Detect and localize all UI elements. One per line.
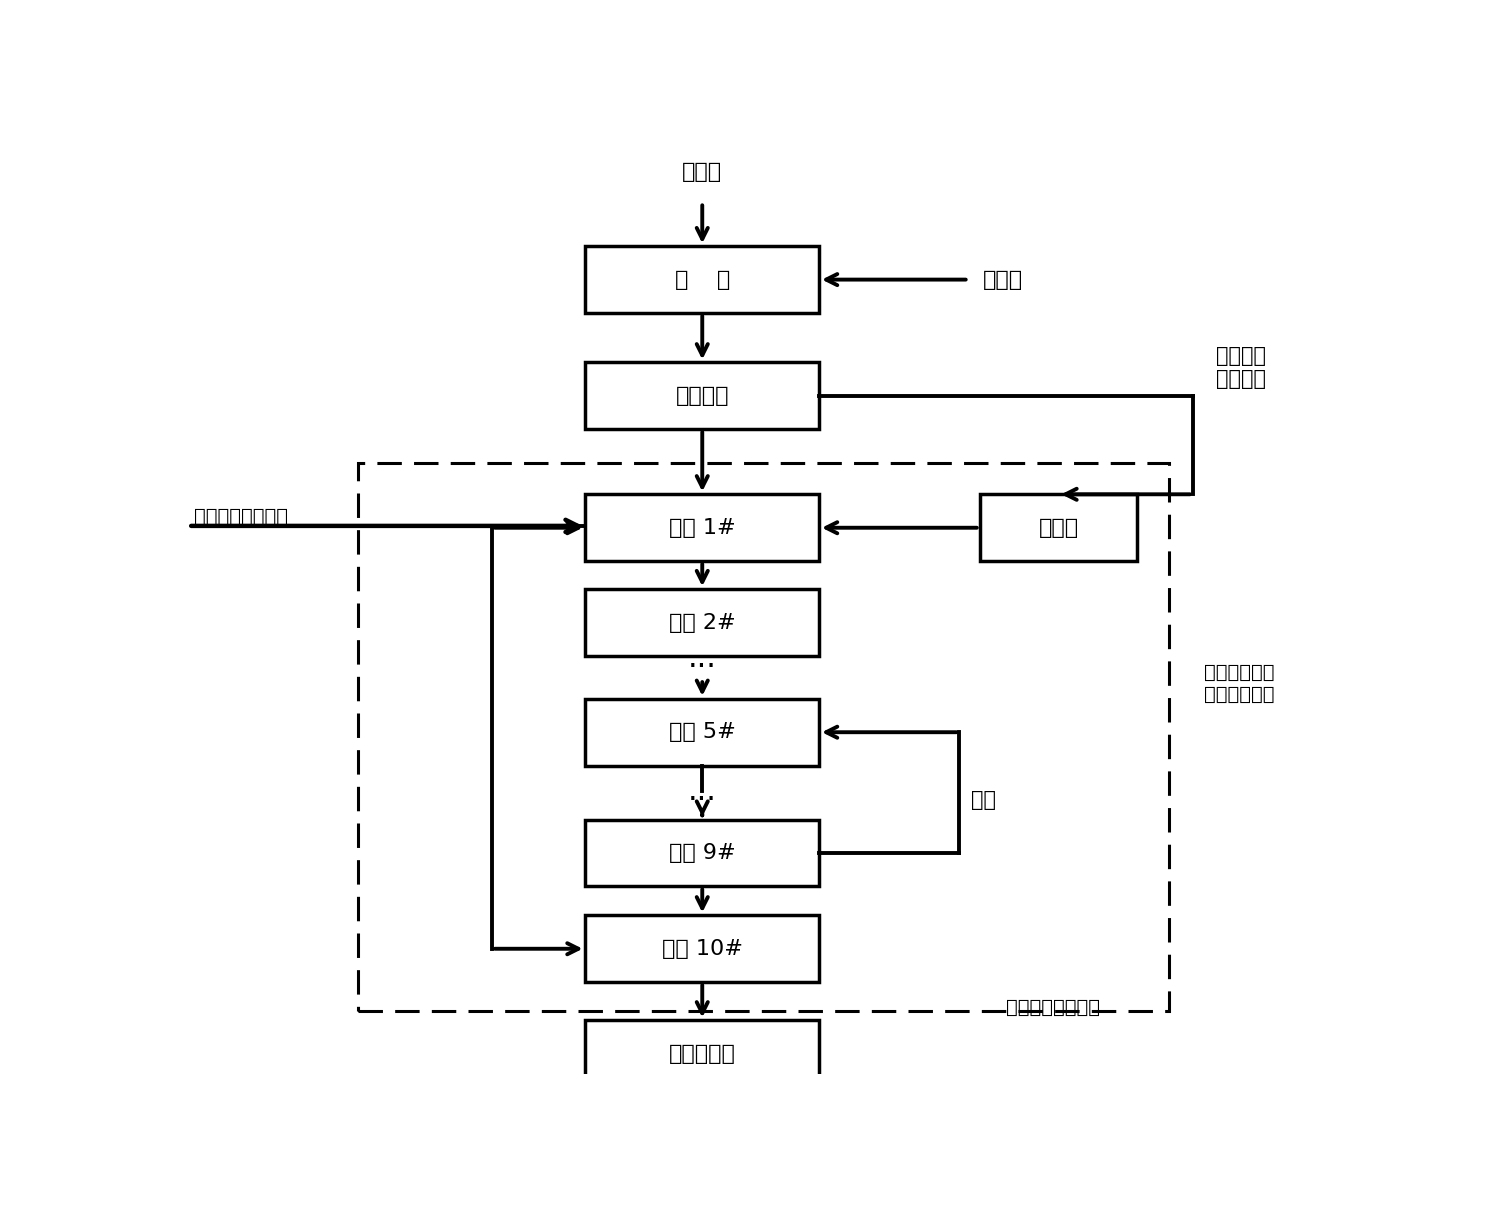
Text: 玉米粉: 玉米粉: [683, 162, 722, 182]
Text: 开启输送设备
调返流和流量: 开启输送设备 调返流和流量: [1204, 664, 1275, 705]
Text: 发酵 9#: 发酵 9#: [669, 842, 735, 863]
Text: 发酵 2#: 发酵 2#: [669, 612, 735, 632]
Bar: [585, 699, 820, 765]
Bar: [357, 462, 1169, 1011]
Text: 无菌空气
一级种子: 无菌空气 一级种子: [1216, 346, 1266, 390]
Bar: [585, 589, 820, 657]
Bar: [585, 362, 820, 430]
Text: 调    浆: 调 浆: [675, 269, 729, 290]
Bar: [585, 820, 820, 886]
Bar: [585, 246, 820, 313]
Text: 喷射液化: 喷射液化: [675, 386, 729, 406]
Text: 氧化钙: 氧化钙: [983, 269, 1023, 290]
Bar: [980, 495, 1138, 561]
Text: 发酵 1#: 发酵 1#: [669, 518, 735, 538]
Text: ···: ···: [687, 653, 717, 682]
Text: 发酵 5#: 发酵 5#: [669, 722, 735, 742]
Text: 无菌空气、消泡剂: 无菌空气、消泡剂: [194, 507, 288, 526]
Text: 发酵 10#: 发酵 10#: [662, 939, 743, 958]
Text: 连续循环发酵过程: 连续循环发酵过程: [1007, 998, 1100, 1016]
Text: 去提取处理: 去提取处理: [669, 1044, 735, 1063]
Bar: [585, 915, 820, 982]
Bar: [585, 1020, 820, 1088]
Text: ···: ···: [687, 787, 717, 816]
Text: 返流: 返流: [971, 791, 996, 810]
Bar: [585, 495, 820, 561]
Text: 种子罐: 种子罐: [1038, 518, 1079, 538]
